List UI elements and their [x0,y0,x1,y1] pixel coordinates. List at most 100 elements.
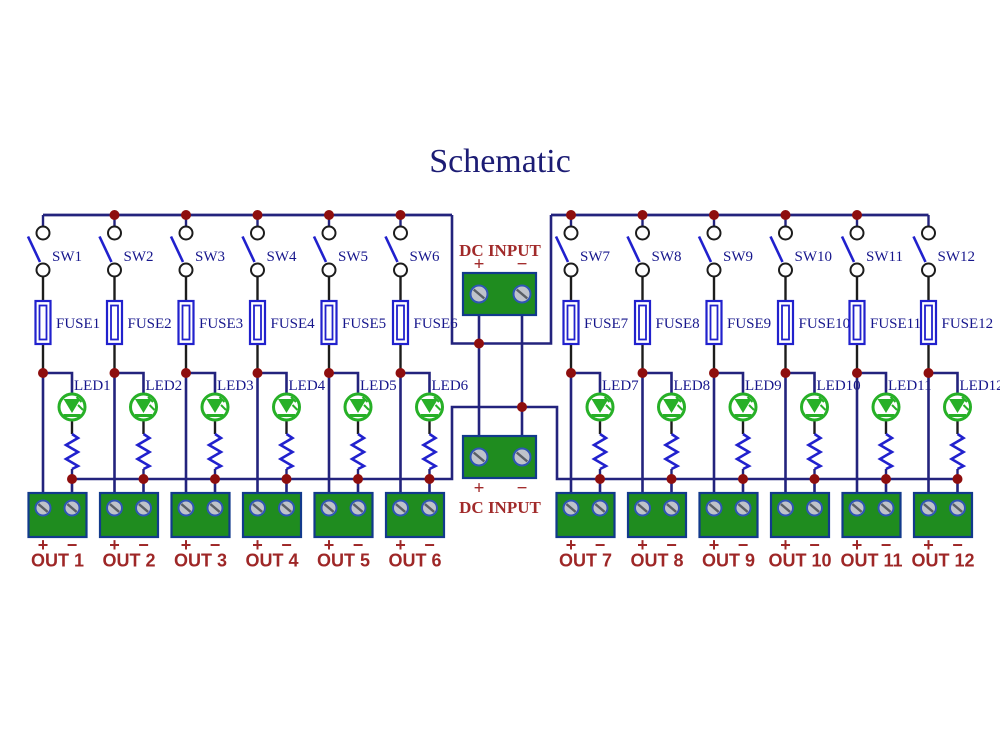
out-plus-sign: + [38,535,49,555]
out-plus-sign: + [181,535,192,555]
fuse-element [253,304,262,341]
led-light-mark [675,396,682,403]
output-terminal-block [384,491,446,539]
junction-dot [666,474,677,484]
fuse-element [38,304,48,341]
screw-terminal [705,499,723,517]
led-label: LED1 [74,378,111,394]
switch-blade-icon [912,235,927,263]
resistor-symbol [206,432,224,471]
junction-dot [424,474,435,484]
screw-terminal [249,499,266,517]
switch-label: SW7 [580,249,611,265]
led-symbol [57,392,87,422]
screw-slot-icon [281,503,292,513]
led-light-mark [75,396,83,403]
screw-slot-icon [594,503,606,513]
dc-input-label: DC INPUT [459,241,541,260]
channel-6: SW6 FUSE6 LED6 + −OUT 6 [384,210,469,571]
screw-terminal [392,499,409,517]
junction-dot [181,368,191,378]
led-light-mark [361,396,369,403]
fuse-element [638,304,647,341]
switch-terminal-top [250,225,265,241]
led-light-mark [746,396,754,403]
output-terminal-block [626,491,688,539]
out-plus-sign: + [324,535,335,555]
switch-terminal-bottom [35,262,51,278]
screw-terminal [734,499,752,517]
led-triangle [877,399,895,413]
fuse-label: FUSE12 [942,316,994,332]
junction-dot [181,210,191,220]
fuse-label: FUSE4 [271,316,316,332]
switch-blade-icon [169,235,185,263]
led-triangle [663,399,680,413]
switch-terminal-top [35,225,51,241]
led-triangle [278,399,295,413]
led-symbol [415,392,444,422]
switch-label: SW11 [866,249,903,265]
led-light-mark [77,404,84,411]
switch-blade-icon [241,235,256,263]
screw-slot-icon [708,503,720,513]
led-branch-wire [186,371,217,394]
out-plus-sign: + [637,535,648,555]
fuse-label: FUSE1 [56,316,100,332]
junction-dot [566,368,576,378]
screw-slot-icon [737,503,749,513]
out-minus-sign: − [210,535,221,555]
led-branch-wire [642,371,673,394]
fuse-label: FUSE8 [656,316,700,332]
fuse-label: FUSE10 [799,316,851,332]
resistor-symbol [734,432,752,471]
negative-return-rail [72,405,958,481]
switch-label: SW9 [723,249,753,265]
out-minus-sign: − [281,535,292,555]
junction-dot [709,210,719,220]
screw-terminal [877,499,895,517]
junction-dot [780,210,791,220]
led-branch-wire [400,371,431,394]
out-plus-sign: + [252,535,263,555]
junction-dot [852,210,862,220]
led-label: LED8 [674,378,711,394]
junction-dot [595,474,605,484]
out-plus-sign: + [780,535,791,555]
output-terminal-block [98,491,160,539]
led-symbol [871,392,901,422]
resistor-symbol [805,432,824,471]
led-triangle [206,399,224,413]
output-terminal-block [241,491,303,539]
led-symbol [800,392,829,422]
led-branch-wire [714,371,745,394]
screw-slot-icon [851,503,863,513]
switch-terminal-top [107,225,122,241]
fuse-element [924,304,933,341]
switch-label: SW1 [52,249,82,265]
led-symbol [272,392,301,422]
led-branch-wire [257,371,288,394]
screw-slot-icon [252,503,263,513]
screw-slot-icon [809,503,820,513]
led-triangle [349,399,367,413]
fuse-label: FUSE9 [727,316,771,332]
switch-terminal-top [393,225,408,241]
screw-terminal [320,499,338,517]
screw-slot-icon [515,288,529,300]
led-light-mark [291,404,299,411]
output-terminal-block [912,491,974,539]
junction-dot [324,210,334,220]
resistor-symbol [662,432,681,471]
junction-dot [709,368,719,378]
switch-label: SW8 [652,249,682,265]
page-title: Schematic [429,143,571,180]
out-plus-sign: + [852,535,863,555]
junction-dot [738,474,748,484]
led-light-mark [434,404,442,411]
junction-dot [566,210,576,220]
switch-terminal-top [921,225,936,241]
out-plus-sign: + [395,535,406,555]
screw-slot-icon [424,503,435,513]
led-branch-wire [43,371,74,394]
